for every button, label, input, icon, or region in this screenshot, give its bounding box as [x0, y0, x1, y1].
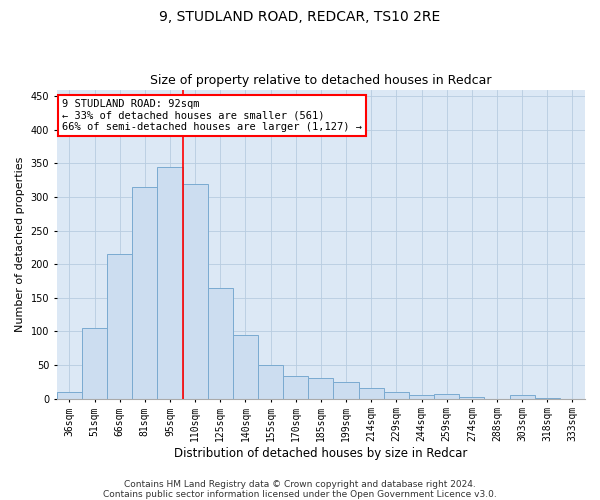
Bar: [434, 394, 459, 398]
Bar: [459, 397, 484, 398]
Bar: [409, 395, 434, 398]
Bar: [258, 365, 283, 398]
Bar: [57, 392, 82, 398]
Text: 9 STUDLAND ROAD: 92sqm
← 33% of detached houses are smaller (561)
66% of semi-de: 9 STUDLAND ROAD: 92sqm ← 33% of detached…: [62, 99, 362, 132]
Title: Size of property relative to detached houses in Redcar: Size of property relative to detached ho…: [150, 74, 491, 87]
Bar: [132, 187, 157, 398]
Bar: [82, 328, 107, 398]
Y-axis label: Number of detached properties: Number of detached properties: [15, 156, 25, 332]
Bar: [233, 334, 258, 398]
X-axis label: Distribution of detached houses by size in Redcar: Distribution of detached houses by size …: [174, 447, 467, 460]
Text: 9, STUDLAND ROAD, REDCAR, TS10 2RE: 9, STUDLAND ROAD, REDCAR, TS10 2RE: [160, 10, 440, 24]
Text: Contains HM Land Registry data © Crown copyright and database right 2024.
Contai: Contains HM Land Registry data © Crown c…: [103, 480, 497, 499]
Bar: [182, 184, 208, 398]
Bar: [157, 167, 182, 398]
Bar: [384, 392, 409, 398]
Bar: [107, 254, 132, 398]
Bar: [283, 376, 308, 398]
Bar: [208, 288, 233, 399]
Bar: [308, 378, 334, 398]
Bar: [509, 395, 535, 398]
Bar: [359, 388, 384, 398]
Bar: [334, 382, 359, 398]
